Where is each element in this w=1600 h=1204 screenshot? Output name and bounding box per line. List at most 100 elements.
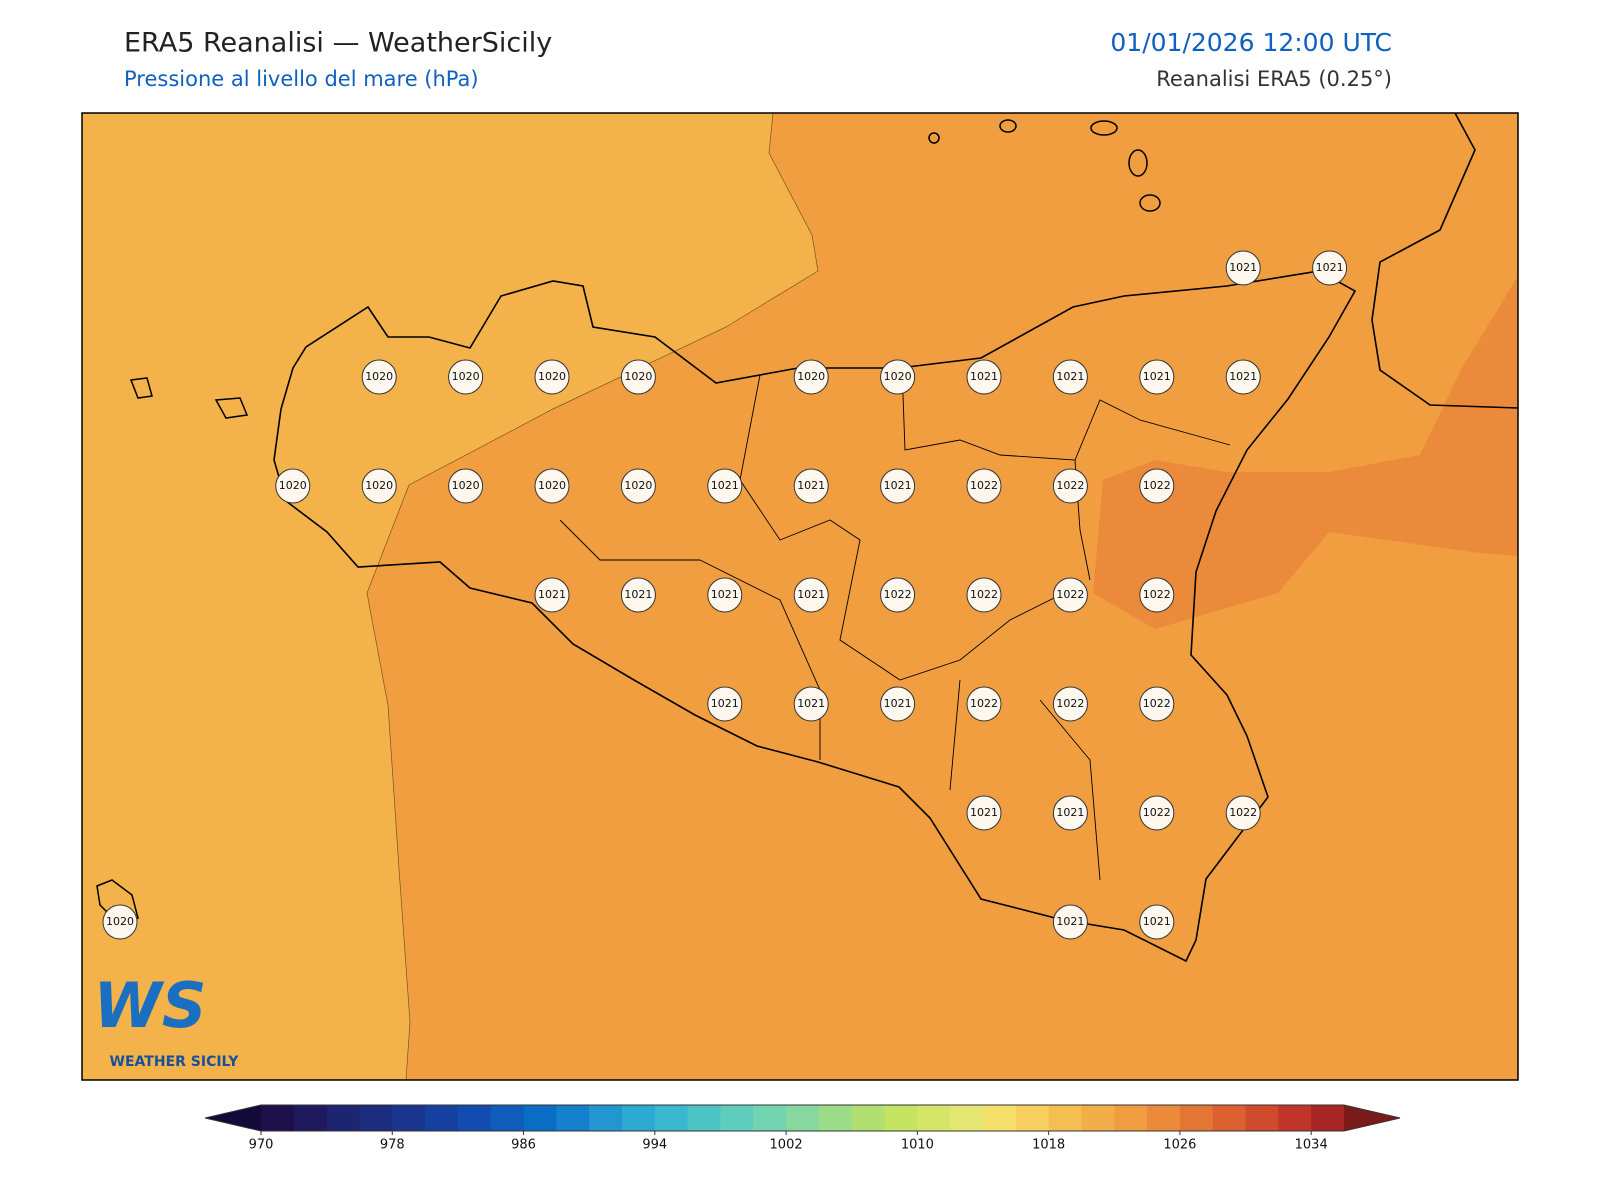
pressure-marker — [966, 359, 1002, 395]
colorbar-segment — [1278, 1105, 1312, 1131]
colorbar-segment — [622, 1105, 656, 1131]
pressure-marker — [534, 468, 570, 504]
pressure-marker — [448, 468, 484, 504]
pressure-marker — [793, 468, 829, 504]
colorbar-segment — [589, 1105, 623, 1131]
map: 1021 1021 1020 1020 1020 1020 1020 1020 1021 1021… — [81, 112, 1519, 1081]
pressure-label: 1022 — [970, 588, 998, 601]
pressure-label: 1021 — [1229, 261, 1257, 274]
logo-mark: WS — [93, 969, 206, 1042]
pressure-marker — [361, 359, 397, 395]
islands — [96, 119, 1161, 926]
pressure-marker — [966, 468, 1002, 504]
colorbar-tick-label: 1018 — [1032, 1138, 1065, 1153]
coastline-sicily — [273, 270, 1357, 963]
pressure-label: 1020 — [279, 479, 307, 492]
colorbar-segment — [818, 1105, 853, 1131]
pressure-marker — [793, 359, 829, 395]
pressure-label: 1020 — [452, 370, 480, 383]
pressure-label: 1021 — [624, 588, 652, 601]
pressure-label: 1021 — [970, 806, 998, 819]
colorbar-segment — [523, 1105, 557, 1131]
map-frame — [81, 112, 1519, 1081]
pressure-marker — [620, 359, 656, 395]
pressure-label: 1021 — [711, 697, 739, 710]
pressure-marker — [1139, 359, 1175, 395]
colorbar-segment — [950, 1105, 984, 1131]
colorbar-under — [205, 1105, 261, 1131]
pressure-marker — [880, 577, 916, 613]
colorbar-segment — [490, 1105, 525, 1131]
field-1020 — [81, 112, 819, 1081]
pressure-label: 1022 — [1056, 697, 1084, 710]
colorbar-segment — [261, 1105, 295, 1131]
pressure-label: 1021 — [711, 479, 739, 492]
pressure-label: 1022 — [1143, 697, 1171, 710]
pressure-label: 1021 — [797, 697, 825, 710]
title: ERA5 Reanalisi — WeatherSicily — [124, 28, 552, 59]
colorbar-segment — [1048, 1105, 1082, 1131]
pressure-label: 1021 — [1143, 370, 1171, 383]
pressure-marker — [361, 468, 397, 504]
pressure-labels: 1021 1021 1020 1020 1020 1020 1020 1020 1021 1021… — [102, 250, 1348, 940]
pressure-marker — [534, 359, 570, 395]
colorbar-segment — [753, 1105, 787, 1131]
logo-text: WEATHER SICILY — [110, 1054, 240, 1070]
colorbar-segment — [983, 1105, 1017, 1131]
pressure-marker — [1052, 577, 1088, 613]
pressure-marker — [1139, 795, 1175, 831]
colorbar-outline — [204, 1104, 1401, 1132]
colorbar-tick-label: 1002 — [770, 1138, 803, 1153]
colorbar-segment — [1114, 1105, 1148, 1131]
colorbar-segment — [720, 1105, 754, 1131]
colorbar-tick-label: 986 — [511, 1138, 536, 1153]
pressure-label: 1020 — [365, 370, 393, 383]
pressure-marker — [966, 795, 1002, 831]
pressure-marker — [620, 468, 656, 504]
pressure-marker — [1139, 904, 1175, 940]
colorbar-segment — [556, 1105, 590, 1131]
province-borders — [559, 367, 1231, 881]
colorbar-segment — [1015, 1105, 1050, 1131]
pressure-label: 1020 — [797, 370, 825, 383]
pressure-label: 1022 — [1143, 479, 1171, 492]
pressure-marker — [707, 468, 743, 504]
colorbar-tick-label: 1010 — [901, 1138, 934, 1153]
field-1022 — [1093, 276, 1518, 629]
colorbar-segment — [392, 1105, 426, 1131]
colorbar-segment — [851, 1105, 886, 1131]
pressure-label: 1022 — [970, 697, 998, 710]
colorbar-tick-label: 970 — [249, 1138, 274, 1153]
source: Reanalisi ERA5 (0.25°) — [1156, 67, 1392, 91]
colorbar-segment — [1147, 1105, 1181, 1131]
pressure-marker — [1225, 795, 1261, 831]
colorbar-segment — [425, 1105, 459, 1131]
datetime: 01/01/2026 12:00 UTC — [1110, 28, 1392, 57]
pressure-label: 1020 — [538, 479, 566, 492]
colorbar-segment — [1311, 1105, 1345, 1131]
pressure-label: 1020 — [624, 370, 652, 383]
coastline-calabria — [1371, 112, 1519, 409]
subtitle: Pressione al livello del mare (hPa) — [124, 67, 479, 91]
colorbar-over — [1344, 1105, 1400, 1131]
colorbar-segment — [687, 1105, 721, 1131]
pressure-label: 1022 — [1056, 479, 1084, 492]
colorbar-segment — [884, 1105, 918, 1131]
pressure-label: 1021 — [1143, 915, 1171, 928]
pressure-label: 1021 — [797, 588, 825, 601]
pressure-marker — [880, 468, 916, 504]
pressure-marker — [1312, 250, 1348, 286]
pressure-label: 1021 — [1056, 370, 1084, 383]
colorbar-tick-label: 1026 — [1163, 1138, 1196, 1153]
pressure-label: 1021 — [1229, 370, 1257, 383]
pressure-marker — [966, 577, 1002, 613]
pressure-marker — [1052, 686, 1088, 722]
pressure-label: 1021 — [1056, 915, 1084, 928]
pressure-label: 1021 — [711, 588, 739, 601]
pressure-label: 1020 — [365, 479, 393, 492]
pressure-label: 1021 — [884, 479, 912, 492]
pressure-label: 1020 — [452, 479, 480, 492]
pressure-label: 1021 — [1316, 261, 1344, 274]
pressure-marker — [1052, 468, 1088, 504]
